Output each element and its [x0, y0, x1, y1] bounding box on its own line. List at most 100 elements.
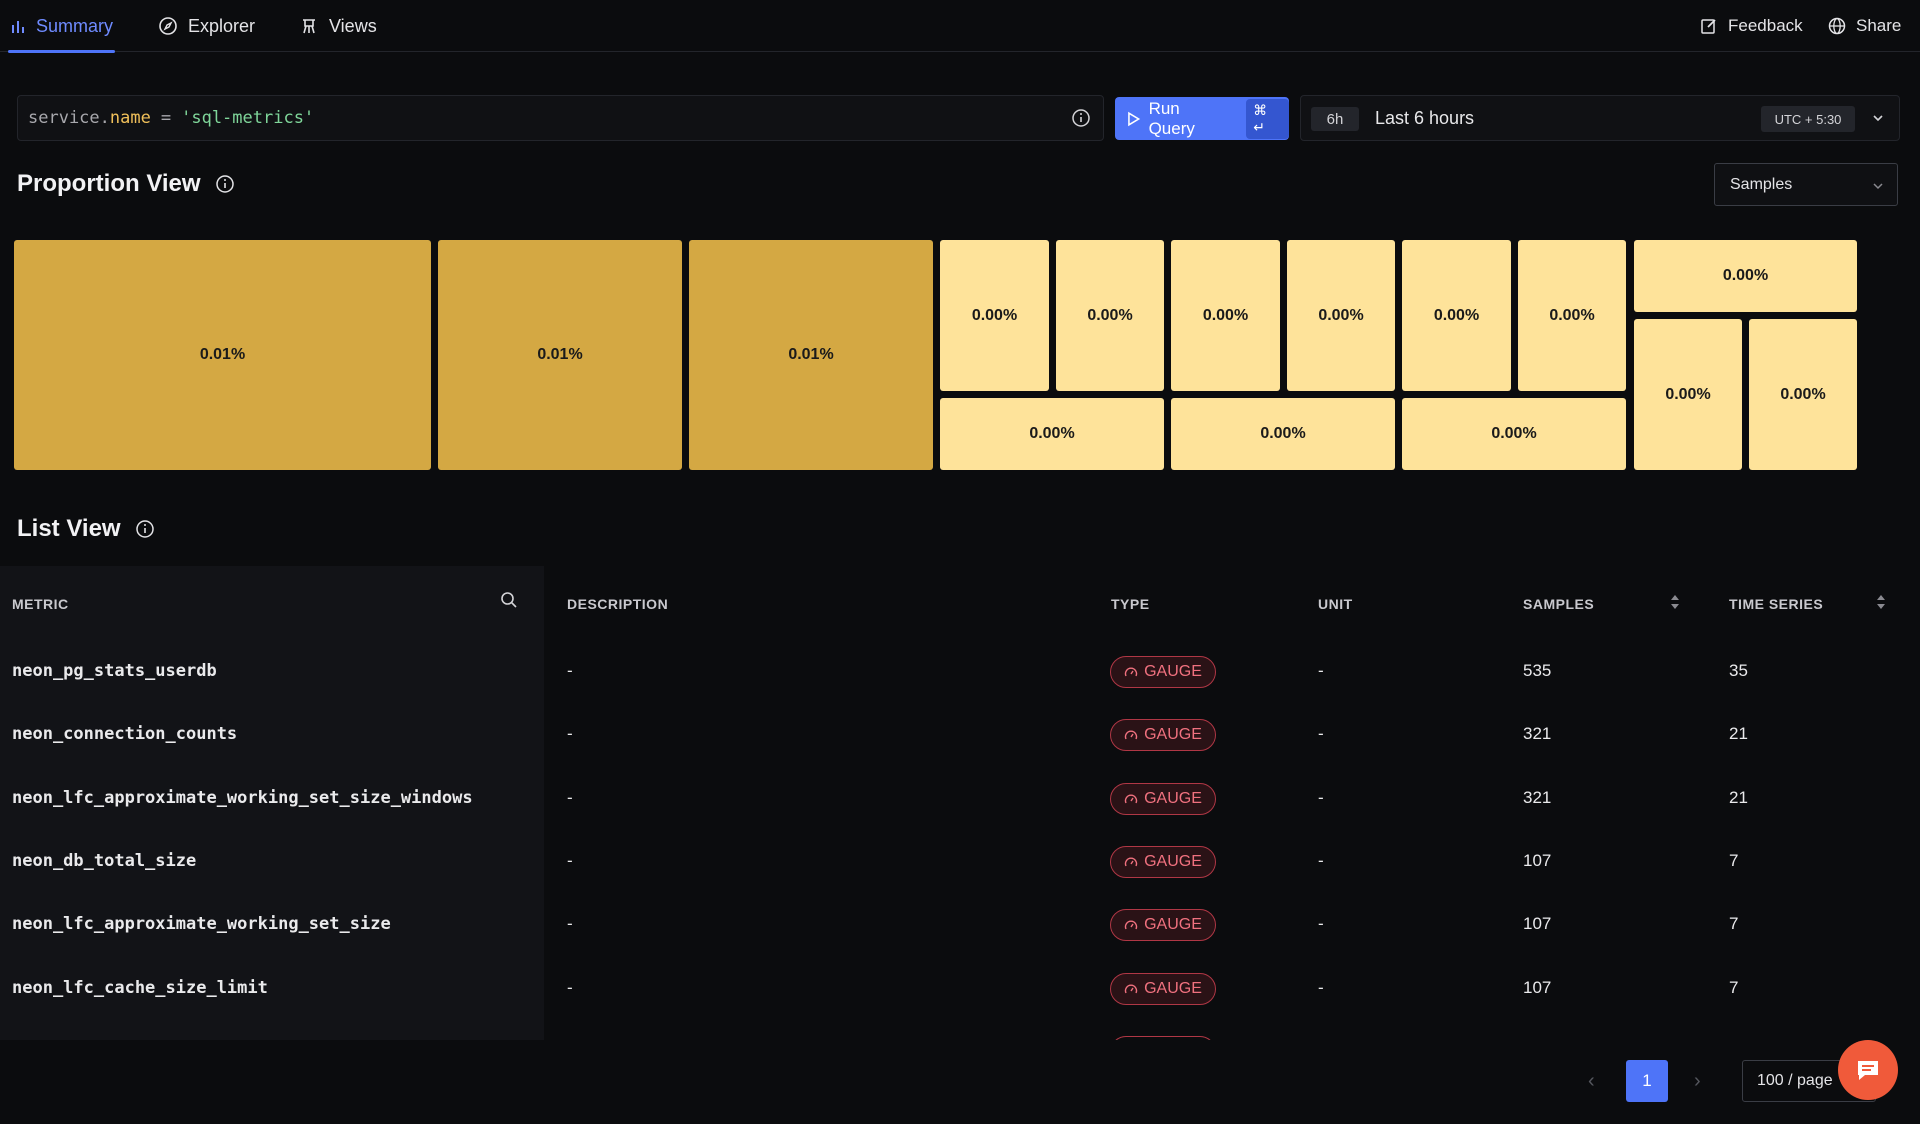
timezone-chip[interactable]: UTC + 5:30	[1761, 106, 1855, 132]
time-series-cell: 7	[1729, 914, 1739, 933]
metric-name[interactable]: neon_db_total_size	[12, 851, 197, 871]
treemap-cell[interactable]: 0.01%	[14, 240, 431, 470]
gauge-icon	[1124, 794, 1138, 804]
search-icon[interactable]	[500, 591, 518, 609]
treemap-cell-label: 0.01%	[788, 346, 834, 363]
type-badge-label: GAUGE	[1144, 916, 1202, 933]
treemap-cell[interactable]: 0.00%	[1171, 240, 1280, 391]
proportion-view-heading: Proportion View	[17, 170, 235, 198]
treemap-cell[interactable]: 0.00%	[1634, 319, 1742, 470]
time-series-cell: 21	[1729, 724, 1748, 743]
unit-cell: -	[1318, 724, 1324, 743]
treemap-cell-label: 0.00%	[1433, 306, 1480, 324]
tab-summary[interactable]: Summary	[8, 0, 116, 53]
query-value: 'sql-metrics'	[181, 108, 315, 128]
treemap-cell-label: 0.00%	[1260, 425, 1306, 442]
unit-cell: -	[1318, 661, 1324, 680]
metric-name[interactable]: neon_lfc_cache_size_limit	[12, 978, 268, 998]
type-badge: GAUGE	[1110, 846, 1216, 878]
gauge-icon	[1124, 730, 1138, 740]
treemap-cell[interactable]: 0.00%	[1634, 240, 1857, 312]
time-range-chip: 6h	[1311, 107, 1359, 131]
list-view-title: List View	[17, 515, 121, 542]
treemap-cell-label: 0.01%	[199, 346, 246, 363]
description-cell: -	[567, 788, 573, 807]
list-view-heading: List View	[17, 515, 155, 543]
metric-name[interactable]: neon_lfc_approximate_working_set_size	[12, 914, 391, 934]
samples-cell: 321	[1523, 724, 1552, 743]
query-key: service	[28, 108, 100, 128]
sort-icon[interactable]	[1875, 593, 1887, 611]
time-range-picker[interactable]: 6h Last 6 hours UTC + 5:30	[1300, 95, 1900, 141]
query-operator: =	[160, 108, 172, 128]
share-label: Share	[1856, 16, 1902, 35]
column-header-time-series[interactable]: TIME SERIES	[1729, 596, 1824, 612]
info-icon[interactable]	[1071, 108, 1091, 128]
views-icon	[303, 19, 315, 34]
query-dot: .	[99, 108, 110, 128]
sort-icon[interactable]	[1669, 593, 1681, 611]
treemap-cell[interactable]: 0.00%	[1056, 240, 1164, 391]
page-button-current[interactable]: 1	[1626, 1060, 1668, 1102]
treemap-cell[interactable]: 0.00%	[1402, 398, 1626, 470]
feedback-button[interactable]: Feedback	[1700, 0, 1803, 52]
compass-icon	[159, 17, 177, 35]
proportion-metric-select[interactable]: Samples	[1714, 163, 1898, 206]
column-header-type: TYPE	[1111, 596, 1150, 612]
treemap-cell[interactable]: 0.00%	[1171, 398, 1395, 470]
gauge-icon	[1124, 667, 1138, 677]
treemap-cell-label: 0.00%	[1087, 306, 1133, 324]
type-badge: GAUGE	[1110, 783, 1216, 815]
globe-icon	[1828, 17, 1846, 35]
tab-views[interactable]: Views	[299, 0, 377, 52]
treemap-cell[interactable]: 0.00%	[1749, 319, 1857, 470]
info-icon[interactable]	[215, 174, 235, 194]
next-page-icon[interactable]: ›	[1694, 1070, 1701, 1092]
treemap-cell-label: 0.00%	[1780, 385, 1826, 403]
chevron-down-icon[interactable]	[1871, 111, 1885, 125]
treemap-cell[interactable]: 0.00%	[940, 398, 1164, 470]
metric-name[interactable]: neon_pg_stats_userdb	[12, 661, 217, 681]
gauge-icon	[1124, 984, 1138, 994]
tab-views-label: Views	[329, 15, 377, 36]
treemap-cell[interactable]: 0.00%	[940, 240, 1049, 391]
tab-explorer[interactable]: Explorer	[158, 0, 255, 52]
metric-name[interactable]: neon_lfc_approximate_working_set_size_wi…	[12, 788, 473, 808]
chat-support-button[interactable]	[1838, 1040, 1898, 1100]
run-query-label: Run Query	[1148, 98, 1195, 138]
treemap-cell[interactable]: 0.01%	[438, 240, 682, 470]
share-button[interactable]: Share	[1828, 0, 1901, 52]
description-cell: -	[567, 914, 573, 933]
treemap-cell[interactable]: 0.00%	[1402, 240, 1511, 391]
tab-summary-label: Summary	[36, 15, 114, 36]
treemap-cell-label: 0.00%	[1491, 425, 1537, 442]
prev-page-icon[interactable]: ‹	[1588, 1070, 1595, 1092]
time-series-cell: 35	[1729, 661, 1748, 680]
query-field: name	[109, 108, 151, 128]
feedback-label: Feedback	[1728, 16, 1803, 35]
treemap-cell[interactable]: 0.01%	[689, 240, 933, 470]
type-badge-label: GAUGE	[1144, 853, 1202, 870]
type-badge: GAUGE	[1110, 719, 1216, 751]
info-icon[interactable]	[135, 519, 155, 539]
page-size-value: 100 / page	[1757, 1072, 1833, 1089]
column-header-metric[interactable]: METRIC	[12, 596, 69, 612]
treemap-cell[interactable]: 0.00%	[1287, 240, 1395, 391]
column-header-samples[interactable]: SAMPLES	[1523, 596, 1595, 612]
run-query-button[interactable]: Run Query ⌘ ↵	[1115, 97, 1289, 140]
query-input[interactable]: service. name = 'sql-metrics'	[17, 95, 1104, 141]
samples-cell: 107	[1523, 978, 1552, 997]
gauge-icon	[1124, 920, 1138, 930]
treemap-cell-label: 0.00%	[971, 306, 1018, 324]
treemap-cell-label: 0.00%	[1029, 425, 1075, 442]
treemap-cell[interactable]: 0.00%	[1518, 240, 1626, 391]
treemap-cell-label: 0.00%	[1202, 306, 1249, 324]
top-nav: Summary Explorer Views Feedback Share	[0, 0, 1920, 53]
description-cell: -	[567, 978, 573, 997]
type-badge: GAUGE	[1110, 973, 1216, 1005]
chat-icon	[1858, 1061, 1878, 1080]
proportion-view-title: Proportion View	[17, 170, 201, 197]
type-badge: GAUGE	[1110, 656, 1216, 688]
tab-explorer-label: Explorer	[188, 15, 256, 36]
metric-name[interactable]: neon_connection_counts	[12, 724, 238, 744]
